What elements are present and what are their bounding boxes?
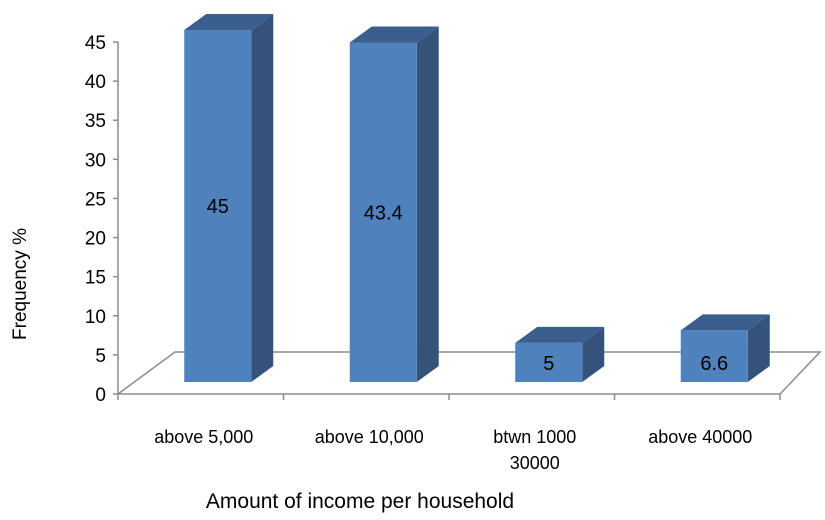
data-label: 6.6: [700, 353, 728, 375]
data-label: 43.4: [364, 202, 403, 224]
bar: 43.4: [349, 26, 439, 382]
bar: 6.6: [680, 314, 770, 382]
x-axis-tick-labels: above 5,000 above 10,000 btwn 1000 30000 abo…: [154, 427, 752, 473]
bar-side: [582, 326, 605, 382]
x-tick-label: above 10,000: [315, 427, 424, 447]
data-label: 45: [207, 196, 229, 218]
bar-top: [184, 14, 274, 30]
y-tick-label: 25: [85, 189, 106, 210]
x-tick-label: above 40000: [648, 427, 752, 447]
bar-top: [515, 326, 605, 343]
floor-outline: [117, 351, 822, 395]
y-tick-label: 20: [85, 229, 106, 250]
y-tick-label: 45: [85, 33, 106, 54]
bar-top: [680, 314, 770, 331]
bar: 45: [184, 14, 274, 382]
x-tick-label: btwn 1000: [493, 427, 576, 447]
bar-front: [349, 42, 417, 382]
bar-side: [251, 14, 274, 382]
y-tick-label: 15: [85, 268, 106, 289]
x-tick-label: above 5,000: [154, 427, 253, 447]
y-axis: 0 5 10 15 20 25 30 35 40 45: [85, 33, 781, 406]
y-tick-label: 10: [85, 307, 106, 328]
bar-side: [747, 314, 770, 382]
data-label: 5: [543, 353, 554, 375]
y-tick-label: 0: [95, 385, 106, 406]
bars: 45 43.4 5 6.6: [184, 14, 770, 382]
x-tick-label: 30000: [510, 453, 560, 473]
bar-front: [680, 330, 748, 382]
chart-floor: [117, 351, 822, 395]
bar-front: [184, 30, 252, 382]
bar-front: [515, 342, 583, 382]
y-tick-label: 35: [85, 111, 106, 132]
bar: 5: [515, 326, 605, 382]
y-axis-title: Frequency %: [10, 228, 31, 340]
bar-side: [416, 26, 439, 382]
y-tick-label: 5: [95, 346, 106, 367]
y-tick-label: 30: [85, 150, 106, 171]
bar-top: [349, 26, 439, 43]
x-axis-title: Amount of income per household: [206, 490, 514, 513]
y-tick-label: 40: [85, 72, 106, 93]
